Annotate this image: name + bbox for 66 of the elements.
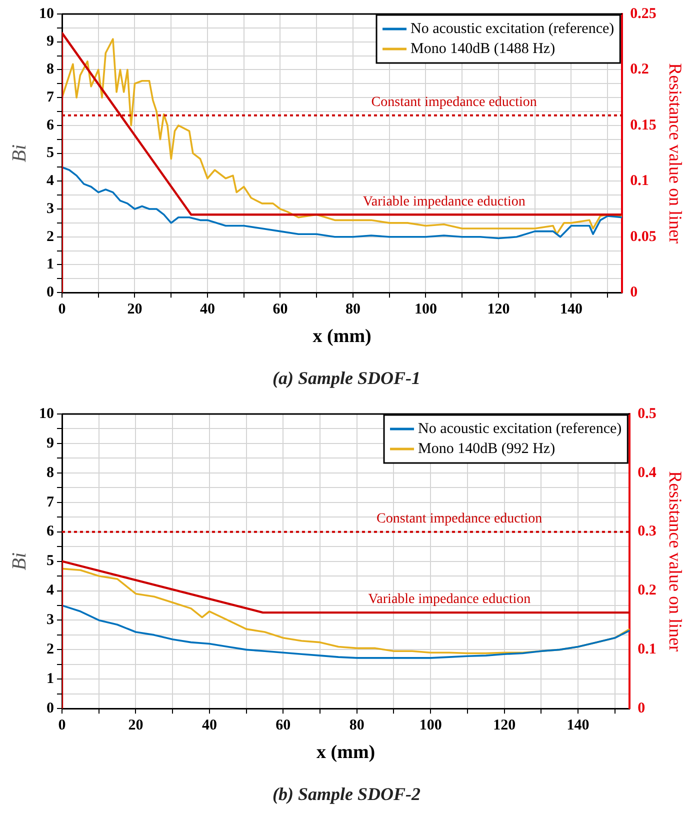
- y2-tick-label: 0.2: [630, 62, 649, 78]
- y-tick-label: 0: [46, 700, 54, 716]
- y2-tick-label: 0.3: [638, 524, 656, 540]
- y-axis-title: Bi: [8, 552, 30, 570]
- legend-label: No acoustic excitation (reference): [410, 20, 614, 37]
- legend-label: Mono 140dB (992 Hz): [418, 440, 556, 457]
- y-axis-title: Bi: [8, 144, 30, 162]
- y-tick-label: 6: [46, 524, 54, 540]
- y2-tick-label: 0: [630, 284, 638, 300]
- y-tick-label: 3: [46, 200, 54, 217]
- y2-tick-label: 0.1: [638, 642, 656, 658]
- legend-label: Mono 140dB (1488 Hz): [410, 40, 556, 57]
- y2-tick-label: 0.05: [630, 228, 656, 245]
- x-tick-label: 20: [127, 301, 142, 318]
- y2-tick-label: 0.2: [638, 582, 656, 599]
- y2-axis-title: Resistance value on liner: [665, 471, 686, 652]
- x-tick-label: 20: [128, 717, 144, 734]
- y-tick-label: 8: [46, 62, 54, 78]
- y-tick-label: 4: [46, 173, 54, 190]
- legend-label: No acoustic excitation (reference): [418, 420, 622, 437]
- x-tick-label: 80: [349, 717, 364, 734]
- y-tick-label: 5: [46, 145, 54, 162]
- y-tick-label: 9: [46, 34, 54, 50]
- y-tick-label: 6: [46, 117, 54, 134]
- y-tick-label: 10: [39, 406, 54, 422]
- x-tick-label: 120: [493, 717, 516, 734]
- text: (b) Sample SDOF-2: [272, 784, 420, 804]
- ref-line-label: Constant impedance eduction: [371, 95, 537, 110]
- y-tick-label: 2: [46, 228, 54, 245]
- y2-tick-label: 0.4: [638, 464, 657, 481]
- y-tick-label: 1: [46, 256, 54, 273]
- y2-tick-label: 0.25: [630, 6, 656, 22]
- y2-tick-label: 0.15: [630, 117, 656, 134]
- series-label: Variable impedance eduction: [362, 194, 526, 210]
- y-tick-label: 10: [39, 6, 54, 22]
- x-tick-label: 140: [560, 301, 582, 318]
- x-tick-label: 140: [566, 717, 590, 734]
- x-tick-label: 0: [58, 301, 66, 318]
- y2-axis-title: Resistance value on liner: [665, 63, 686, 244]
- y-tick-label: 7: [46, 89, 54, 106]
- y-tick-label: 3: [46, 612, 54, 628]
- y-tick-label: 9: [46, 435, 54, 452]
- x-tick-label: 100: [414, 301, 437, 318]
- y-tick-label: 5: [46, 553, 54, 570]
- x-axis-title: x (mm): [316, 742, 376, 763]
- x-tick-label: 60: [276, 717, 291, 734]
- y-tick-label: 8: [46, 464, 54, 481]
- y2-tick-label: 0: [638, 700, 646, 716]
- y-tick-label: 4: [46, 582, 54, 599]
- x-tick-label: 40: [202, 717, 217, 734]
- text: (a) Sample SDOF-1: [272, 368, 420, 388]
- y2-tick-label: 0.5: [638, 406, 656, 422]
- y2-tick-label: 0.1: [630, 173, 649, 190]
- y-tick-label: 2: [46, 642, 54, 658]
- x-tick-label: 80: [345, 301, 360, 318]
- x-tick-label: 120: [487, 301, 510, 318]
- series-label: Variable impedance eduction: [368, 592, 531, 608]
- ref-line-label: Constant impedance eduction: [376, 512, 542, 527]
- x-tick-label: 60: [272, 301, 288, 318]
- y-tick-label: 1: [46, 671, 54, 688]
- y-tick-label: 0: [46, 284, 54, 300]
- x-tick-label: 40: [200, 301, 215, 318]
- x-axis-title: x (mm): [312, 326, 372, 347]
- x-tick-label: 100: [419, 717, 442, 734]
- x-tick-label: 0: [58, 717, 66, 734]
- y-tick-label: 7: [46, 494, 54, 510]
